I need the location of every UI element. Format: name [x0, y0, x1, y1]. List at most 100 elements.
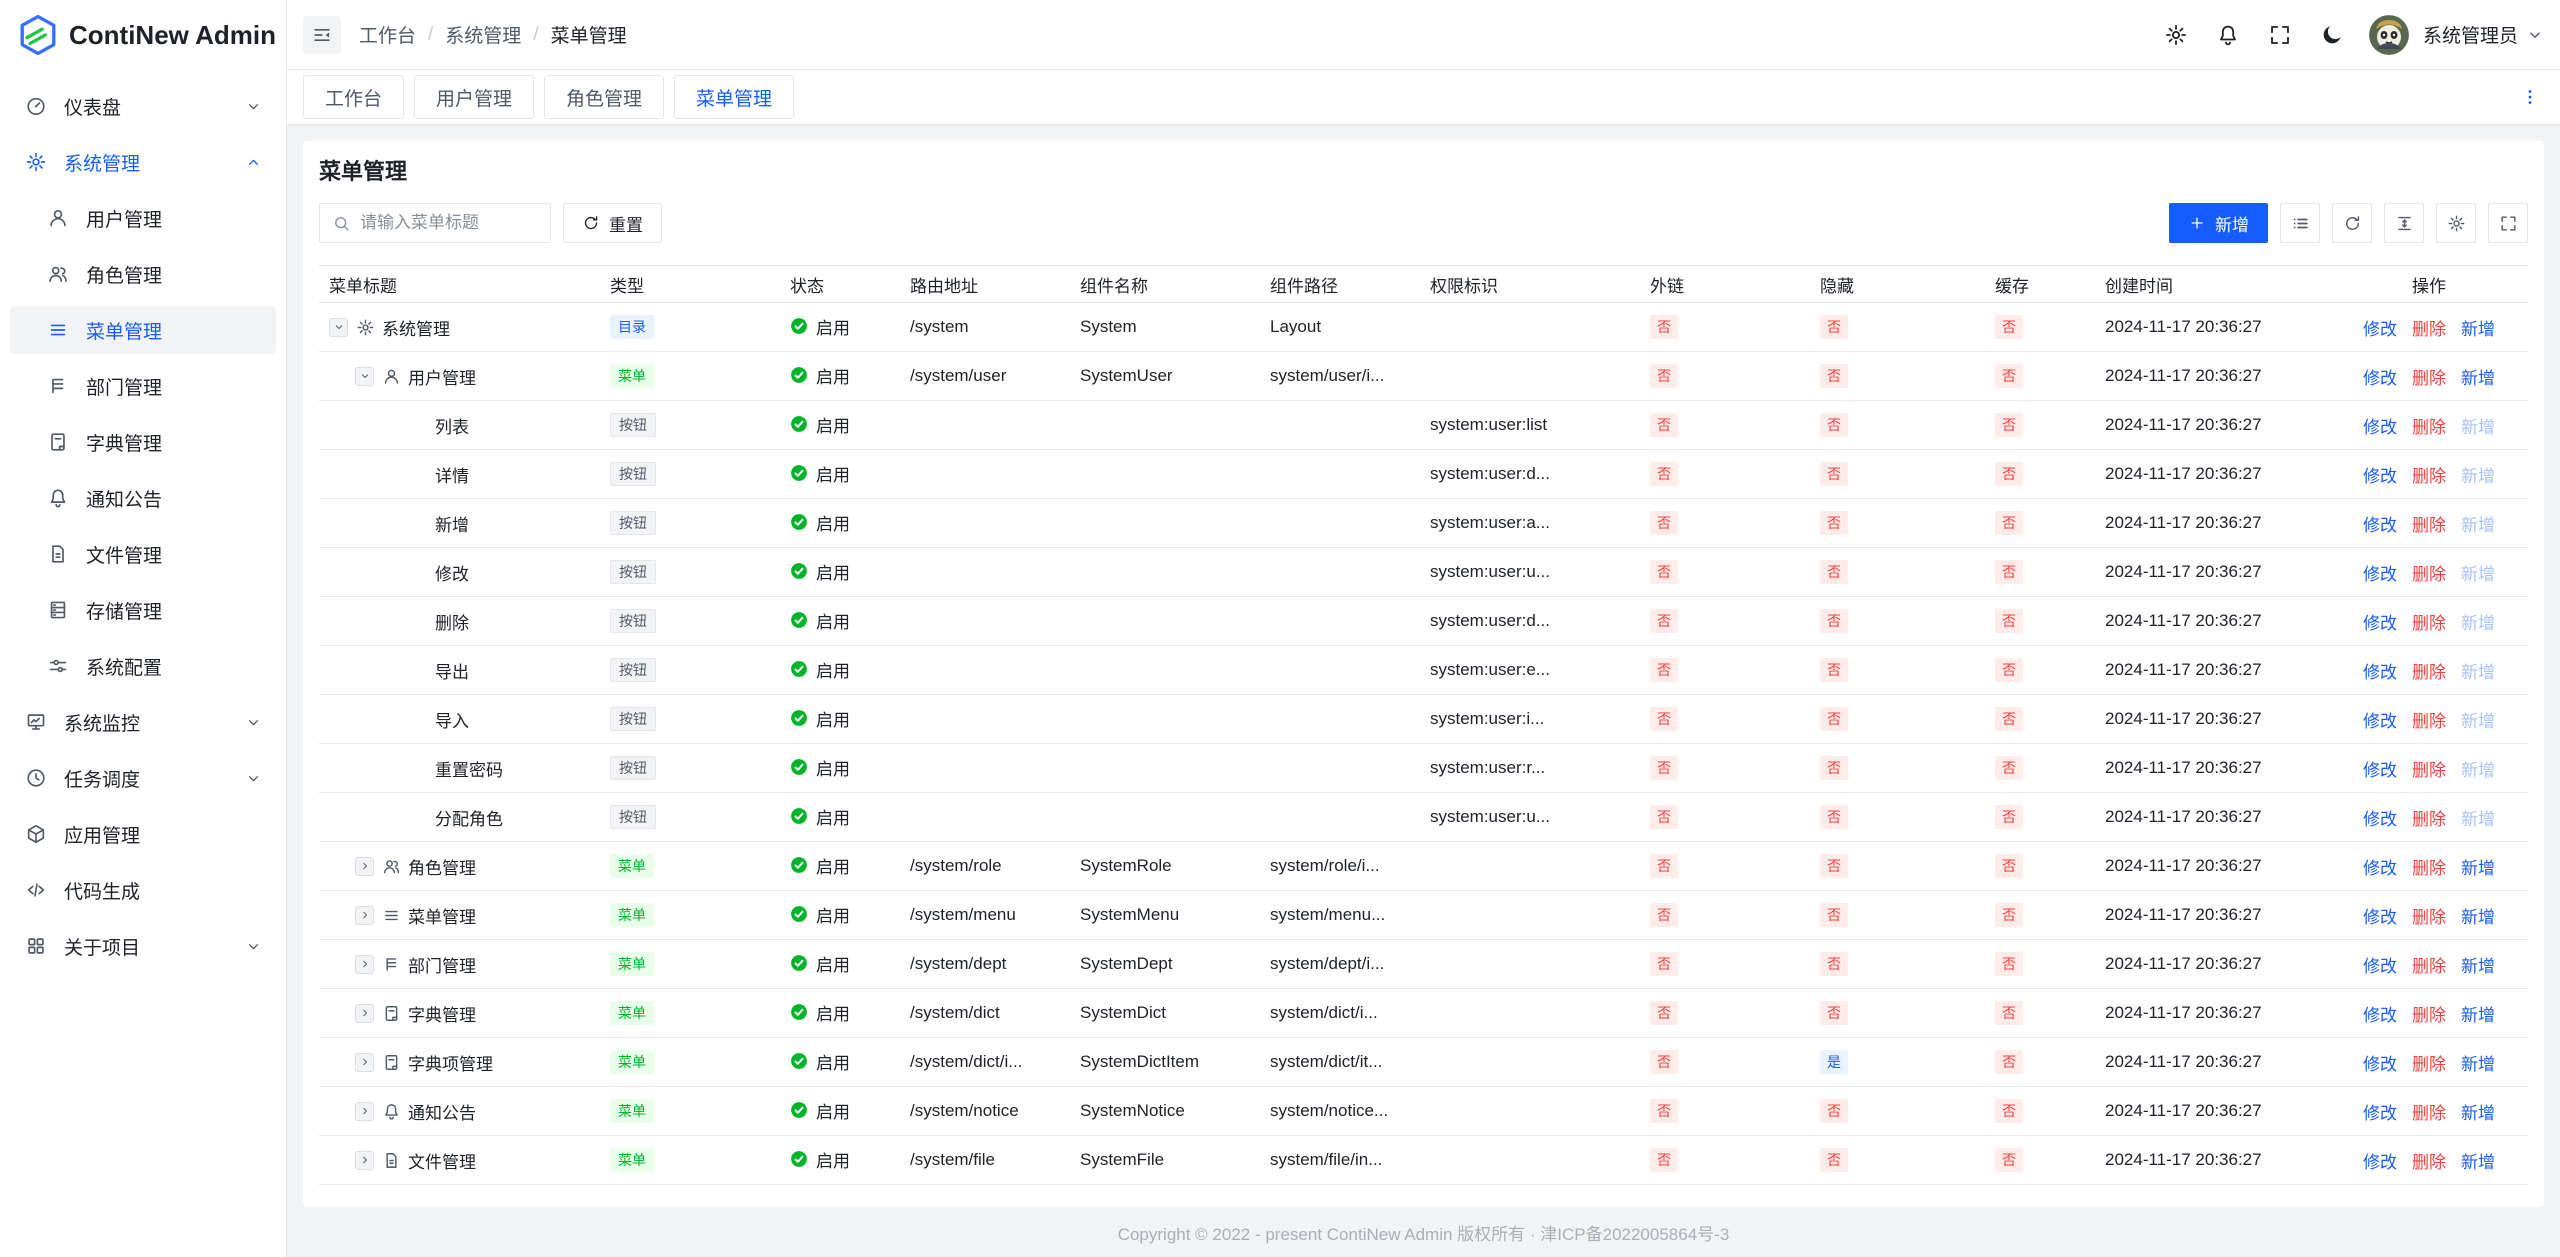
- refresh-button[interactable]: [2332, 203, 2372, 243]
- expand-all-button[interactable]: [2280, 203, 2320, 243]
- sidebar-item-user[interactable]: 用户管理: [10, 194, 276, 242]
- expand-button[interactable]: [355, 856, 374, 876]
- row-action-delete[interactable]: 删除: [2412, 662, 2446, 682]
- row-action-add[interactable]: 新增: [2461, 1005, 2495, 1025]
- row-action-edit[interactable]: 修改: [2363, 711, 2397, 731]
- row-action-edit[interactable]: 修改: [2363, 564, 2397, 584]
- table-fullscreen-button[interactable]: [2488, 203, 2528, 243]
- row-action-edit[interactable]: 修改: [2363, 1005, 2397, 1025]
- sidebar-item-monitor[interactable]: 系统监控: [10, 698, 276, 746]
- column-settings-button[interactable]: [2436, 203, 2476, 243]
- row-action-delete[interactable]: 删除: [2412, 319, 2446, 339]
- external-cell: 否: [1640, 462, 1810, 486]
- sidebar-item-dict[interactable]: 字典管理: [10, 418, 276, 466]
- row-action-delete[interactable]: 删除: [2412, 1103, 2446, 1123]
- row-action-edit[interactable]: 修改: [2363, 319, 2397, 339]
- type-cell: 按钮: [600, 413, 780, 437]
- expand-button[interactable]: [355, 954, 374, 974]
- tab-role[interactable]: 角色管理: [544, 75, 665, 119]
- row-action-delete[interactable]: 删除: [2412, 564, 2446, 584]
- tab-more-button[interactable]: [2516, 83, 2544, 111]
- row-action-delete[interactable]: 删除: [2412, 711, 2446, 731]
- row-action-delete[interactable]: 删除: [2412, 1005, 2446, 1025]
- row-height-button[interactable]: [2384, 203, 2424, 243]
- sidebar-item-notice[interactable]: 通知公告: [10, 474, 276, 522]
- row-action-add[interactable]: 新增: [2461, 858, 2495, 878]
- row-action-delete[interactable]: 删除: [2412, 956, 2446, 976]
- avatar[interactable]: [2368, 14, 2409, 55]
- row-action-edit[interactable]: 修改: [2363, 760, 2397, 780]
- tab-user[interactable]: 用户管理: [414, 75, 535, 119]
- status-cell: 启用: [780, 853, 900, 880]
- search-input[interactable]: [360, 213, 538, 233]
- notifications-button[interactable]: [2207, 14, 2249, 56]
- row-action-add[interactable]: 新增: [2461, 907, 2495, 927]
- theme-dark-button[interactable]: [2311, 14, 2353, 56]
- sidebar-item-about[interactable]: 关于项目: [10, 922, 276, 970]
- add-button[interactable]: 新增: [2169, 203, 2268, 243]
- row-action-delete[interactable]: 删除: [2412, 809, 2446, 829]
- row-action-add[interactable]: 新增: [2461, 1054, 2495, 1074]
- row-action-edit[interactable]: 修改: [2363, 907, 2397, 927]
- sidebar-item-schedule[interactable]: 任务调度: [10, 754, 276, 802]
- row-action-edit[interactable]: 修改: [2363, 809, 2397, 829]
- breadcrumb-item[interactable]: 系统管理: [445, 26, 522, 47]
- sidebar-item-codegen[interactable]: 代码生成: [10, 866, 276, 914]
- sidebar-item-system[interactable]: 系统管理: [10, 138, 276, 186]
- table-row: 字典项管理 菜单 启用/system/dict/i... SystemDictItem…: [319, 1038, 2528, 1087]
- row-action-delete[interactable]: 删除: [2412, 613, 2446, 633]
- tab-workbench[interactable]: 工作台: [303, 75, 405, 119]
- sidebar-item-file[interactable]: 文件管理: [10, 530, 276, 578]
- row-action-delete[interactable]: 删除: [2412, 858, 2446, 878]
- expand-button[interactable]: [329, 317, 348, 337]
- breadcrumb-item[interactable]: 工作台: [359, 26, 417, 47]
- cache-cell: 否: [1985, 658, 2095, 682]
- row-action-add[interactable]: 新增: [2461, 368, 2495, 388]
- expand-button[interactable]: [355, 366, 374, 386]
- sidebar-item-dept[interactable]: 部门管理: [10, 362, 276, 410]
- row-action-edit[interactable]: 修改: [2363, 1054, 2397, 1074]
- row-action-edit[interactable]: 修改: [2363, 368, 2397, 388]
- expand-button[interactable]: [355, 905, 374, 925]
- sidebar-item-config[interactable]: 系统配置: [10, 642, 276, 690]
- row-action-delete[interactable]: 删除: [2412, 515, 2446, 535]
- settings-button[interactable]: [2155, 14, 2197, 56]
- row-action-edit[interactable]: 修改: [2363, 1152, 2397, 1172]
- sidebar-item-app[interactable]: 应用管理: [10, 810, 276, 858]
- expand-button[interactable]: [355, 1003, 374, 1023]
- row-action-delete[interactable]: 删除: [2412, 1054, 2446, 1074]
- row-action-edit[interactable]: 修改: [2363, 466, 2397, 486]
- row-action-edit[interactable]: 修改: [2363, 417, 2397, 437]
- sidebar-item-label: 用户管理: [86, 209, 163, 231]
- sidebar-item-storage[interactable]: 存储管理: [10, 586, 276, 634]
- row-action-delete[interactable]: 删除: [2412, 466, 2446, 486]
- row-action-add[interactable]: 新增: [2461, 319, 2495, 339]
- expand-button[interactable]: [355, 1101, 374, 1121]
- expand-button[interactable]: [355, 1052, 374, 1072]
- row-action-delete[interactable]: 删除: [2412, 1152, 2446, 1172]
- row-action-edit[interactable]: 修改: [2363, 515, 2397, 535]
- row-action-delete[interactable]: 删除: [2412, 368, 2446, 388]
- expand-button[interactable]: [355, 1150, 374, 1170]
- sidebar-collapse-button[interactable]: [303, 15, 341, 54]
- reset-button[interactable]: 重置: [563, 203, 662, 243]
- tab-menu[interactable]: 菜单管理: [674, 75, 795, 119]
- row-action-delete[interactable]: 删除: [2412, 907, 2446, 927]
- row-action-add[interactable]: 新增: [2461, 956, 2495, 976]
- row-action-edit[interactable]: 修改: [2363, 613, 2397, 633]
- fullscreen-button[interactable]: [2259, 14, 2301, 56]
- row-action-add[interactable]: 新增: [2461, 1103, 2495, 1123]
- menu-icon: [382, 906, 401, 925]
- sidebar-item-menu[interactable]: 菜单管理: [10, 306, 276, 354]
- sidebar-item-role[interactable]: 角色管理: [10, 250, 276, 298]
- row-action-edit[interactable]: 修改: [2363, 956, 2397, 976]
- row-action-add[interactable]: 新增: [2461, 1152, 2495, 1172]
- row-action-edit[interactable]: 修改: [2363, 858, 2397, 878]
- sidebar-item-dashboard[interactable]: 仪表盘: [10, 82, 276, 130]
- user-name: 系统管理员: [2422, 26, 2518, 47]
- row-action-edit[interactable]: 修改: [2363, 1103, 2397, 1123]
- row-action-delete[interactable]: 删除: [2412, 417, 2446, 437]
- row-action-delete[interactable]: 删除: [2412, 760, 2446, 780]
- user-menu[interactable]: 系统管理员: [2423, 21, 2544, 48]
- row-action-edit[interactable]: 修改: [2363, 662, 2397, 682]
